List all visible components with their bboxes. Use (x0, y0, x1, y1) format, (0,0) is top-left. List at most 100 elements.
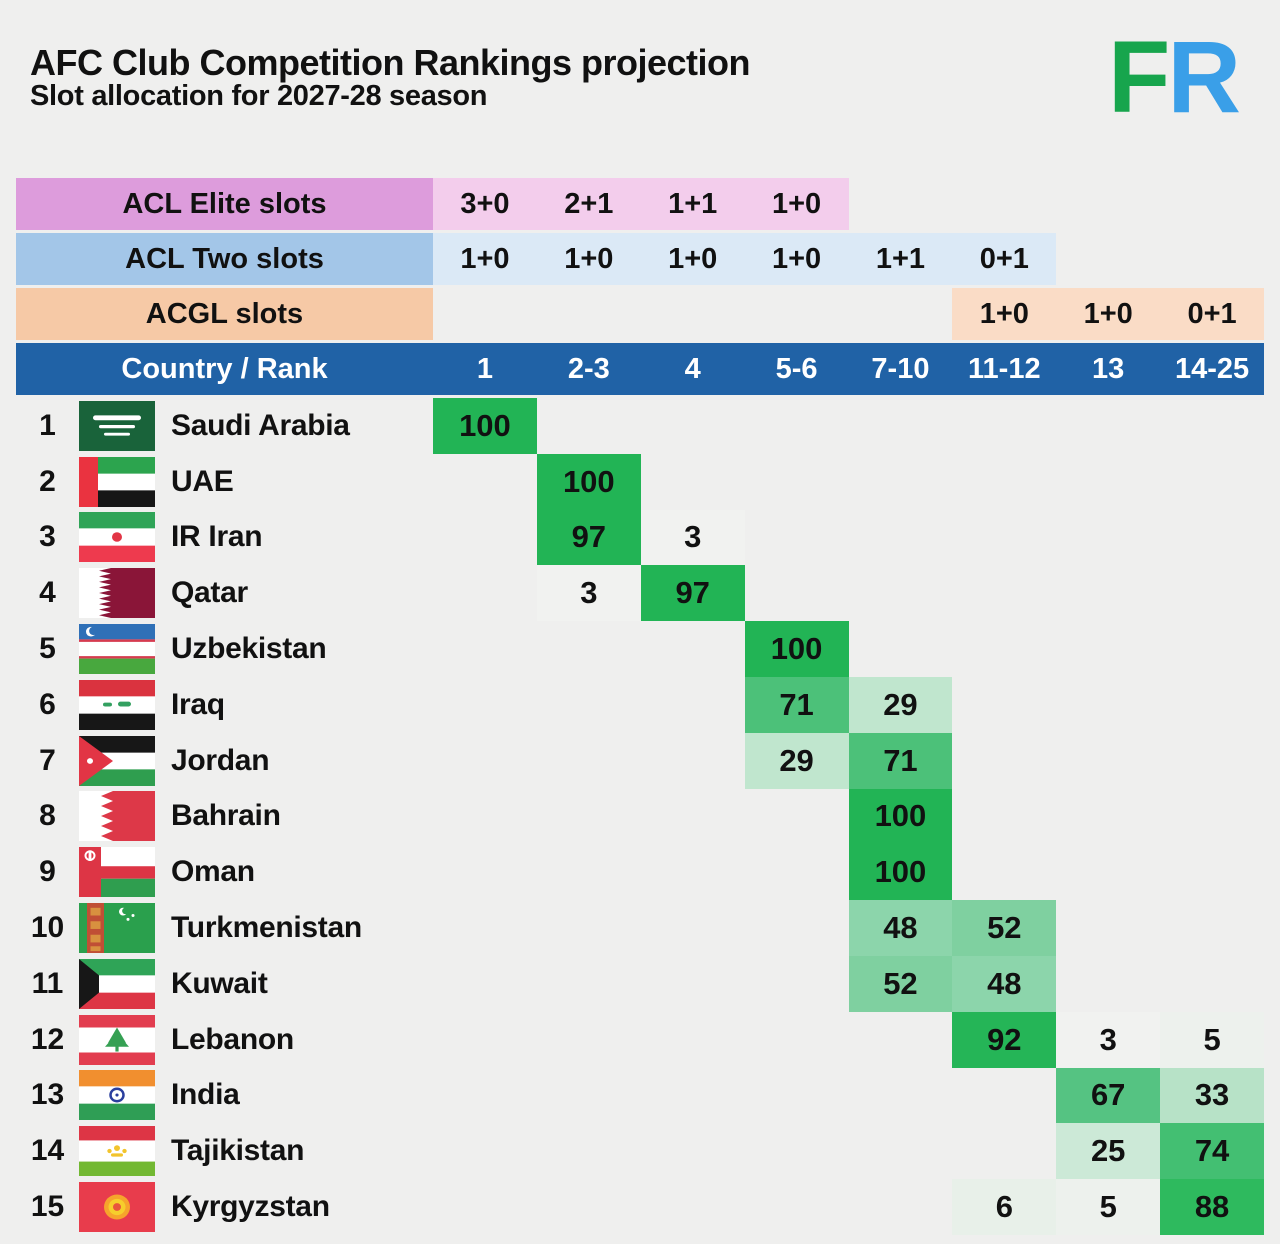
matrix-cell-empty (745, 510, 849, 566)
matrix-cell-empty (537, 1012, 641, 1068)
matrix-cell-empty (433, 1012, 537, 1068)
country-rank: 8 (39, 799, 56, 833)
rank-header-row: Country / Rank 1 2-3 4 5-6 7-10 11-12 13 14-25 (16, 343, 1264, 395)
matrix-cell-empty (745, 1012, 849, 1068)
country-name: India (171, 1078, 240, 1112)
country-row: 10 Turkmenistan 48 52 (16, 900, 1264, 956)
matrix-cell-empty (849, 1123, 953, 1179)
matrix-cell-empty (433, 454, 537, 510)
country-name: Turkmenistan (171, 911, 362, 945)
matrix-cell-empty (952, 565, 1056, 621)
matrix-cell-empty (433, 1123, 537, 1179)
matrix-cell-empty (641, 677, 745, 733)
country-label: 9 Oman (16, 844, 433, 900)
country-name: Bahrain (171, 799, 281, 833)
kyrgyzstan-flag (79, 1182, 155, 1233)
country-row: 2 UAE 100 (16, 453, 1264, 510)
country-name: Lebanon (171, 1022, 294, 1056)
matrix-cell-empty (641, 1012, 745, 1068)
acl-elite-value: 1+1 (668, 187, 718, 220)
rank-header-label: Country / Rank (121, 352, 328, 385)
acl-two-label: ACL Two slots (16, 233, 433, 285)
matrix-cell-empty (1056, 733, 1160, 789)
matrix-cell: 48 (952, 955, 1057, 1012)
matrix-cell-empty (745, 1068, 849, 1124)
matrix-cell: 29 (744, 732, 849, 789)
matrix-cell: 92 (952, 1011, 1057, 1068)
country-name: Qatar (171, 576, 248, 610)
acl-elite-values: 3+0 2+1 1+1 1+0 (433, 178, 849, 230)
uzbekistan-flag (79, 624, 155, 675)
matrix-cell-empty (1160, 454, 1264, 510)
matrix-cell-empty (433, 677, 537, 733)
matrix-cell-empty (745, 956, 849, 1012)
matrix-cell-empty (745, 789, 849, 845)
acgl-value: 1+0 (979, 297, 1029, 330)
slot-allocation-rows: ACL Elite slots 3+0 2+1 1+1 1+0 ACL Two slots… (16, 178, 1264, 340)
country-name: Kuwait (171, 966, 268, 1000)
matrix-cell-empty (1056, 510, 1160, 566)
matrix-cell-empty (952, 677, 1056, 733)
matrix-cell-empty (433, 900, 537, 956)
acl-elite-value: 3+0 (460, 187, 510, 220)
matrix-cell-empty (1056, 565, 1160, 621)
matrix-cell: 100 (744, 621, 849, 677)
matrix-cell-empty (1160, 510, 1264, 566)
india-flag (79, 1070, 155, 1121)
rank-col-header: 14-25 (1174, 352, 1250, 385)
country-rank: 11 (31, 966, 64, 1000)
country-label: 2 UAE (16, 454, 433, 510)
matrix-cell: 33 (1160, 1067, 1264, 1124)
matrix-cell-empty (1160, 844, 1264, 900)
iraq-flag (79, 679, 155, 730)
page-subtitle: Slot allocation for 2027-28 season (30, 80, 488, 112)
matrix-cell-empty (1056, 789, 1160, 845)
matrix-cell-empty (1160, 398, 1264, 454)
rank-col-header: 2-3 (567, 352, 610, 385)
matrix-cell: 71 (848, 732, 953, 789)
acl-two-row: ACL Two slots 1+0 1+0 1+0 1+0 1+1 0+1 (16, 233, 1264, 285)
matrix-cell-empty (537, 789, 641, 845)
acgl-row: ACGL slots 1+0 1+0 0+1 (16, 288, 1264, 340)
rank-col-header: 4 (684, 352, 701, 385)
matrix-cell-empty (641, 733, 745, 789)
matrix-cell-empty (849, 398, 953, 454)
country-row: 7 Jordan 29 71 (16, 732, 1264, 789)
matrix-cell-empty (537, 733, 641, 789)
matrix-cell-empty (952, 398, 1056, 454)
country-rank: 9 (39, 855, 56, 889)
country-row: 9 Oman 100 (16, 844, 1264, 901)
matrix-cell-empty (1056, 621, 1160, 677)
matrix-cell: 71 (744, 676, 849, 733)
country-row: 4 Qatar 3 97 (16, 565, 1264, 622)
rank-col-header: 5-6 (775, 352, 818, 385)
matrix-cell-empty (1056, 398, 1160, 454)
matrix-cell: 67 (1056, 1067, 1161, 1124)
matrix-cell: 6 (952, 1179, 1057, 1235)
matrix-cell-empty (1160, 677, 1264, 733)
matrix-cell-empty (952, 733, 1056, 789)
country-rank: 15 (30, 1190, 65, 1224)
country-label: 11 Kuwait (16, 956, 433, 1012)
matrix-cell-empty (1056, 956, 1160, 1012)
acl-two-value: 1+0 (460, 242, 510, 275)
oman-flag (79, 847, 155, 898)
country-row: 1 Saudi Arabia 100 (16, 398, 1264, 454)
acl-two-values: 1+0 1+0 1+0 1+0 1+1 0+1 (433, 233, 1057, 285)
country-row: 15 Kyrgyzstan 6 5 88 (16, 1179, 1264, 1235)
matrix-cell-empty (745, 454, 849, 510)
acgl-value: 0+1 (1187, 297, 1237, 330)
country-name: Jordan (171, 743, 270, 777)
matrix-cell-empty (1056, 900, 1160, 956)
matrix-cell-empty (537, 398, 641, 454)
matrix-cell-empty (849, 1068, 953, 1124)
country-row: 6 Iraq 71 29 (16, 676, 1264, 733)
matrix-cell-empty (433, 621, 537, 677)
matrix-cell: 100 (536, 453, 641, 510)
country-row: 8 Bahrain 100 (16, 788, 1264, 845)
matrix-cell-empty (849, 1179, 953, 1235)
matrix-cell: 100 (848, 844, 953, 901)
matrix-cell: 5 (1160, 1011, 1264, 1068)
country-label: 13 India (16, 1068, 433, 1124)
country-name: IR Iran (171, 520, 263, 554)
